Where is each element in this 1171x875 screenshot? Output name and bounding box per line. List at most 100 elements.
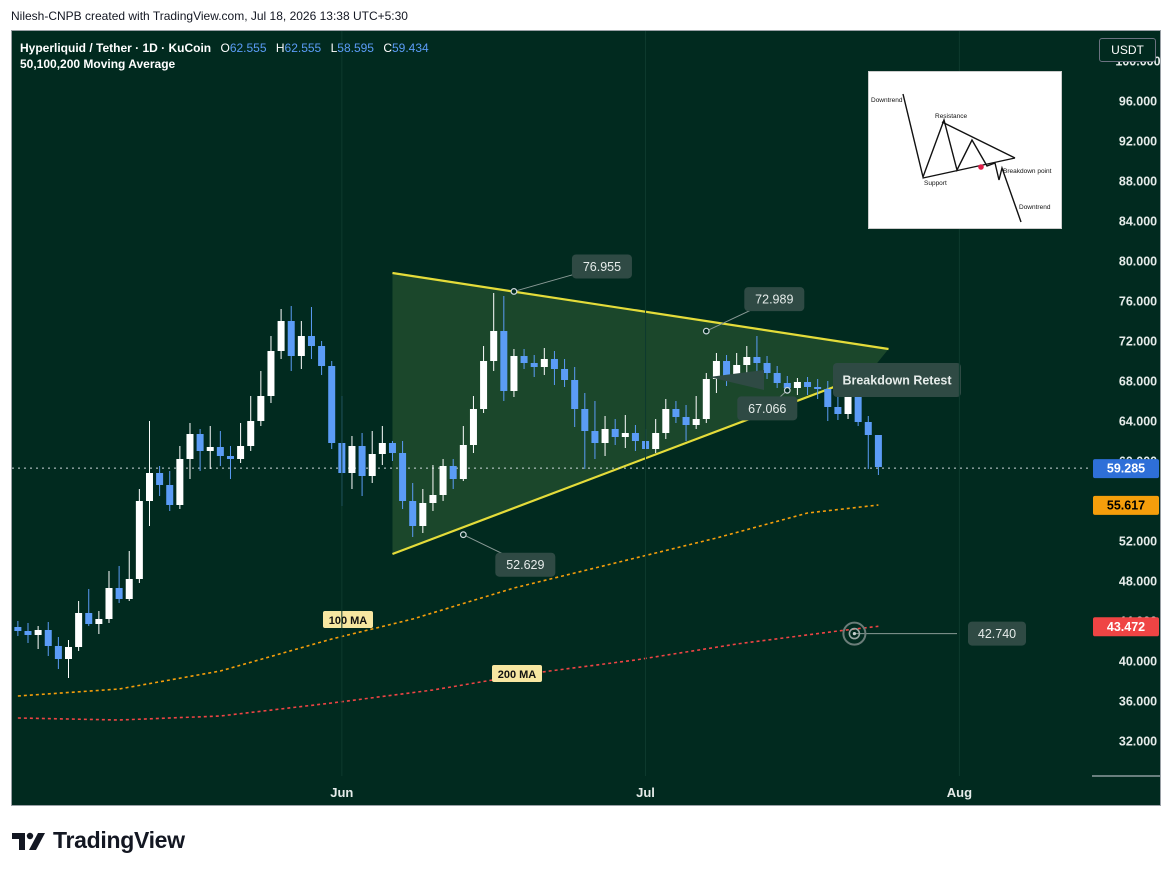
candle[interactable] [429,465,437,511]
candle[interactable] [156,466,164,496]
candle[interactable] [216,431,224,466]
indicator-label[interactable]: 50,100,200 Moving Average [20,57,176,71]
candle[interactable] [601,416,609,456]
chart-frame[interactable]: 76.955 72.989 67.066 52.629 Breakdown Retest… [11,30,1161,806]
candle[interactable] [64,640,72,678]
price-annotation-67-066[interactable]: 67.066 [737,396,798,421]
candle[interactable] [611,419,619,445]
candle[interactable] [510,349,518,397]
price-badge-55-617[interactable]: 55.617 [1093,495,1159,515]
candle[interactable] [277,309,285,359]
candle[interactable] [186,423,194,479]
candle[interactable] [672,401,680,423]
candle[interactable] [368,431,376,483]
candle[interactable] [318,341,326,375]
candle[interactable] [399,441,407,509]
candle[interactable] [631,425,639,451]
candle[interactable] [814,379,822,399]
candle[interactable] [34,626,42,649]
candle[interactable] [44,622,52,656]
ma200-label[interactable]: 200 MA [492,665,542,682]
price-annotation-72-989[interactable]: 72.989 [744,287,805,312]
ma100-label[interactable]: 100 MA [323,611,373,628]
candle[interactable] [115,566,123,603]
candle[interactable] [54,637,62,669]
candle[interactable] [763,356,771,379]
candle[interactable] [530,355,538,377]
candle[interactable] [571,367,579,427]
candle[interactable] [378,426,386,465]
candle[interactable] [307,307,315,359]
candle[interactable] [864,416,872,469]
candle[interactable] [75,601,83,651]
candle[interactable] [176,446,184,509]
candle[interactable] [419,489,427,533]
candle[interactable] [520,349,528,369]
candle[interactable] [490,293,498,371]
candle[interactable] [196,429,204,471]
candle[interactable] [328,361,336,449]
resistance-trendline[interactable] [392,271,889,351]
candle[interactable] [358,433,366,496]
price-annotation-76-955[interactable]: 76.955 [571,254,632,279]
candle[interactable] [247,396,255,451]
candle[interactable] [480,346,488,413]
candle[interactable] [135,489,143,583]
candle[interactable] [561,359,569,387]
candle[interactable] [743,346,751,373]
ma100-line[interactable] [17,504,879,697]
candle[interactable] [95,611,103,634]
candle[interactable] [793,378,801,395]
candle[interactable] [257,371,265,426]
candle[interactable] [14,621,22,636]
candle[interactable] [702,373,710,423]
candle[interactable] [267,336,275,403]
candle[interactable] [500,296,508,401]
candle[interactable] [449,459,457,489]
candle[interactable] [591,401,599,459]
candle[interactable] [85,589,93,626]
candle[interactable] [237,423,245,463]
candle[interactable] [388,441,396,461]
currency-button[interactable]: USDT [1099,38,1156,62]
target-ring-outer[interactable] [842,621,867,646]
candle[interactable] [692,396,700,429]
candle[interactable] [753,336,761,375]
candle[interactable] [621,415,629,448]
candle[interactable] [145,421,153,526]
candle[interactable] [24,623,32,643]
candle[interactable] [439,459,447,501]
candle[interactable] [652,419,660,453]
candle[interactable] [206,426,214,469]
price-annotation-52-629[interactable]: 52.629 [495,552,556,577]
tradingview-logo[interactable]: TradingView [11,827,185,854]
candle[interactable] [874,435,882,475]
candle[interactable] [682,405,690,441]
candle[interactable] [824,381,832,421]
candle[interactable] [459,426,467,481]
candle[interactable] [105,571,113,623]
candle[interactable] [409,483,417,537]
target-label[interactable]: 42.740 [968,621,1026,646]
candle[interactable] [834,393,842,420]
candle-body [520,356,528,363]
candle[interactable] [469,396,477,453]
candle[interactable] [581,393,589,469]
candle[interactable] [540,348,548,375]
candle[interactable] [287,306,295,371]
candle[interactable] [804,377,812,395]
ma200-line[interactable] [17,625,879,721]
candle[interactable] [712,353,720,393]
candle[interactable] [348,436,356,489]
candle[interactable] [166,471,174,511]
price-badge-59-285[interactable]: 59.285 [1093,459,1159,479]
candle[interactable] [226,446,234,479]
candle[interactable] [550,351,558,385]
candle-body [712,361,720,379]
price-badge-43-472[interactable]: 43.472 [1093,617,1159,637]
candle[interactable] [662,399,670,439]
breakdown-retest-label[interactable]: Breakdown Retest [833,363,961,397]
candle[interactable] [297,321,305,369]
candle[interactable] [125,551,133,601]
candle[interactable] [773,366,781,388]
